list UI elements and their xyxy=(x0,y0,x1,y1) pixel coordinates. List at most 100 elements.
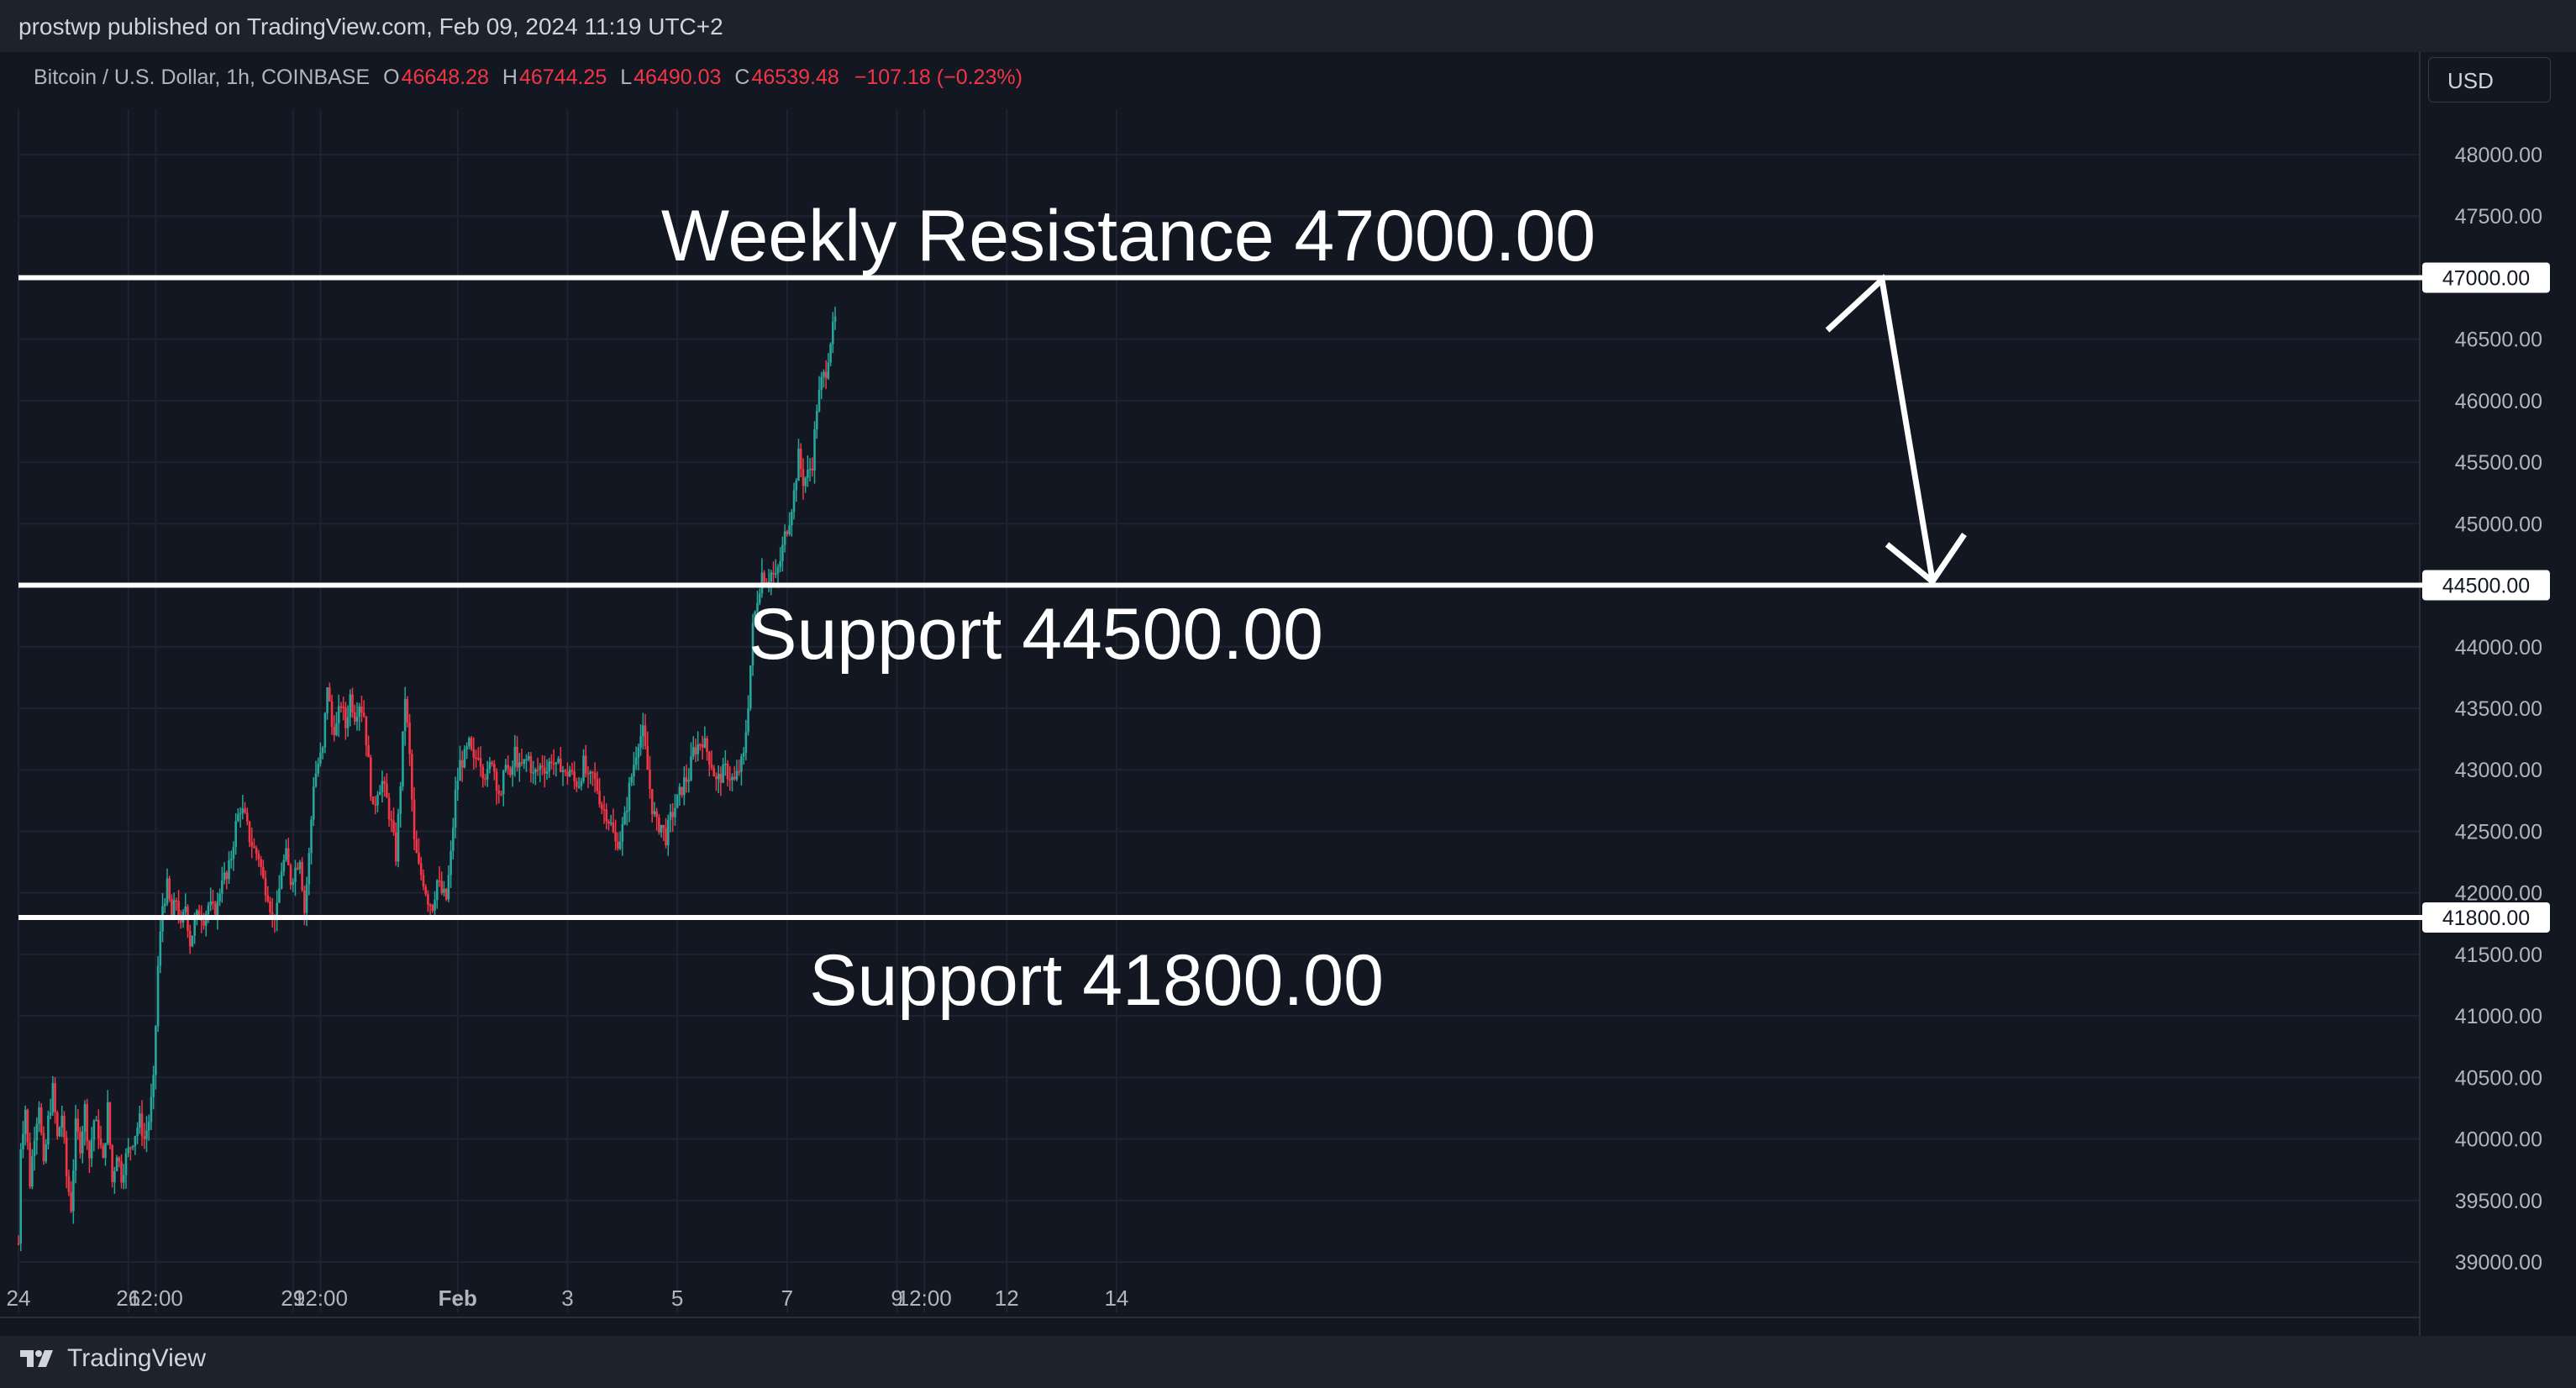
candle-body xyxy=(577,786,581,788)
candle-body xyxy=(419,863,423,875)
candle-body xyxy=(749,665,752,709)
symbol-legend: Bitcoin / U.S. Dollar, 1h, COINBASE O466… xyxy=(34,66,1023,90)
candle-body xyxy=(731,776,733,781)
candle-body xyxy=(264,877,267,896)
candle-body xyxy=(427,894,429,905)
candle-body xyxy=(460,760,464,768)
candle-body xyxy=(733,776,736,780)
candle-body xyxy=(728,779,732,781)
candle-body xyxy=(213,903,217,916)
candle-body xyxy=(820,376,823,390)
candle-body xyxy=(228,860,230,880)
candle-body xyxy=(118,1157,121,1162)
candle-body xyxy=(454,790,457,828)
candle-body xyxy=(582,755,585,781)
candle-body xyxy=(591,771,594,774)
candle-body xyxy=(289,865,292,886)
candle-body xyxy=(646,745,649,770)
candle-body xyxy=(287,848,290,865)
candle-body xyxy=(29,1142,31,1187)
candle-body xyxy=(566,771,569,777)
candle-body xyxy=(24,1109,27,1134)
candle-body xyxy=(548,761,550,772)
candle-body xyxy=(317,763,319,774)
time-tick-label: 3 xyxy=(561,1285,573,1311)
level-price-tag-text: 44500.00 xyxy=(2442,575,2530,598)
candle-body xyxy=(342,707,344,708)
candle-body xyxy=(418,852,420,864)
candle-body xyxy=(353,712,356,722)
candle-body xyxy=(266,895,270,902)
candle-body xyxy=(644,725,647,746)
candle-body xyxy=(392,820,395,833)
candle-body xyxy=(180,918,182,923)
candle-body xyxy=(355,717,359,722)
currency-button[interactable]: USD xyxy=(2428,57,2551,103)
candle-body xyxy=(665,828,667,846)
candle-body xyxy=(557,758,560,763)
price-tick-label: 39000.00 xyxy=(2455,1251,2542,1275)
candle-body xyxy=(280,871,283,889)
candle-body xyxy=(662,824,665,828)
candle-body xyxy=(601,804,603,810)
tradingview-brand[interactable]: TradingView xyxy=(18,1344,206,1373)
candle-body xyxy=(555,762,558,765)
candle-body xyxy=(628,782,631,811)
candle-body xyxy=(326,687,329,713)
candle-body xyxy=(257,853,260,860)
candle-body xyxy=(303,890,306,913)
candle-body xyxy=(747,708,749,733)
candle-body xyxy=(365,716,368,746)
symbol-title[interactable]: Bitcoin / U.S. Dollar, 1h, COINBASE xyxy=(34,66,371,89)
candle-body xyxy=(63,1116,66,1138)
candle-body xyxy=(337,706,340,723)
candle-body xyxy=(159,931,162,966)
level-annotation: Weekly Resistance 47000.00 xyxy=(661,196,1596,276)
candle-body xyxy=(808,468,812,471)
price-tick-label: 42000.00 xyxy=(2455,882,2542,906)
candle-body xyxy=(108,1102,112,1146)
projection-arrow xyxy=(1825,274,1967,586)
candle-body xyxy=(653,811,656,814)
candle-body xyxy=(536,769,539,771)
candle-body xyxy=(614,832,617,842)
candle-body xyxy=(312,786,315,820)
candle-body xyxy=(305,884,308,913)
candle-body xyxy=(791,512,793,526)
legend-low: L46490.03 xyxy=(620,66,722,89)
candle-body xyxy=(139,1113,141,1128)
candle-body xyxy=(570,770,574,772)
candle-body xyxy=(323,712,327,748)
candle-body xyxy=(602,809,606,811)
candle-body xyxy=(127,1147,129,1154)
candle-body xyxy=(292,881,295,886)
candle-body xyxy=(671,812,675,818)
candle-body xyxy=(802,468,805,486)
price-tick-label: 40000.00 xyxy=(2455,1128,2542,1152)
candle-body xyxy=(301,862,303,891)
candle-body xyxy=(253,846,255,849)
candle-body xyxy=(706,738,708,752)
chart-area[interactable] xyxy=(0,52,2576,1336)
candle-body xyxy=(493,764,496,772)
candle-body xyxy=(452,828,455,851)
candle-body xyxy=(244,808,246,813)
candle-body xyxy=(639,736,642,748)
candle-body xyxy=(70,1191,72,1212)
candle-body xyxy=(715,776,718,780)
candle-body xyxy=(197,910,201,917)
candle-body xyxy=(770,572,773,581)
candle-body xyxy=(260,859,262,867)
candle-body xyxy=(239,812,242,815)
level-price-tag xyxy=(2422,570,2550,601)
candle-body xyxy=(625,810,628,813)
candle-body xyxy=(703,738,707,748)
candle-body xyxy=(90,1139,93,1159)
candle-body xyxy=(111,1145,113,1183)
candle-body xyxy=(310,819,313,854)
candle-body xyxy=(81,1131,84,1154)
candle-body xyxy=(658,817,660,833)
price-tick-label: 44000.00 xyxy=(2455,636,2542,660)
